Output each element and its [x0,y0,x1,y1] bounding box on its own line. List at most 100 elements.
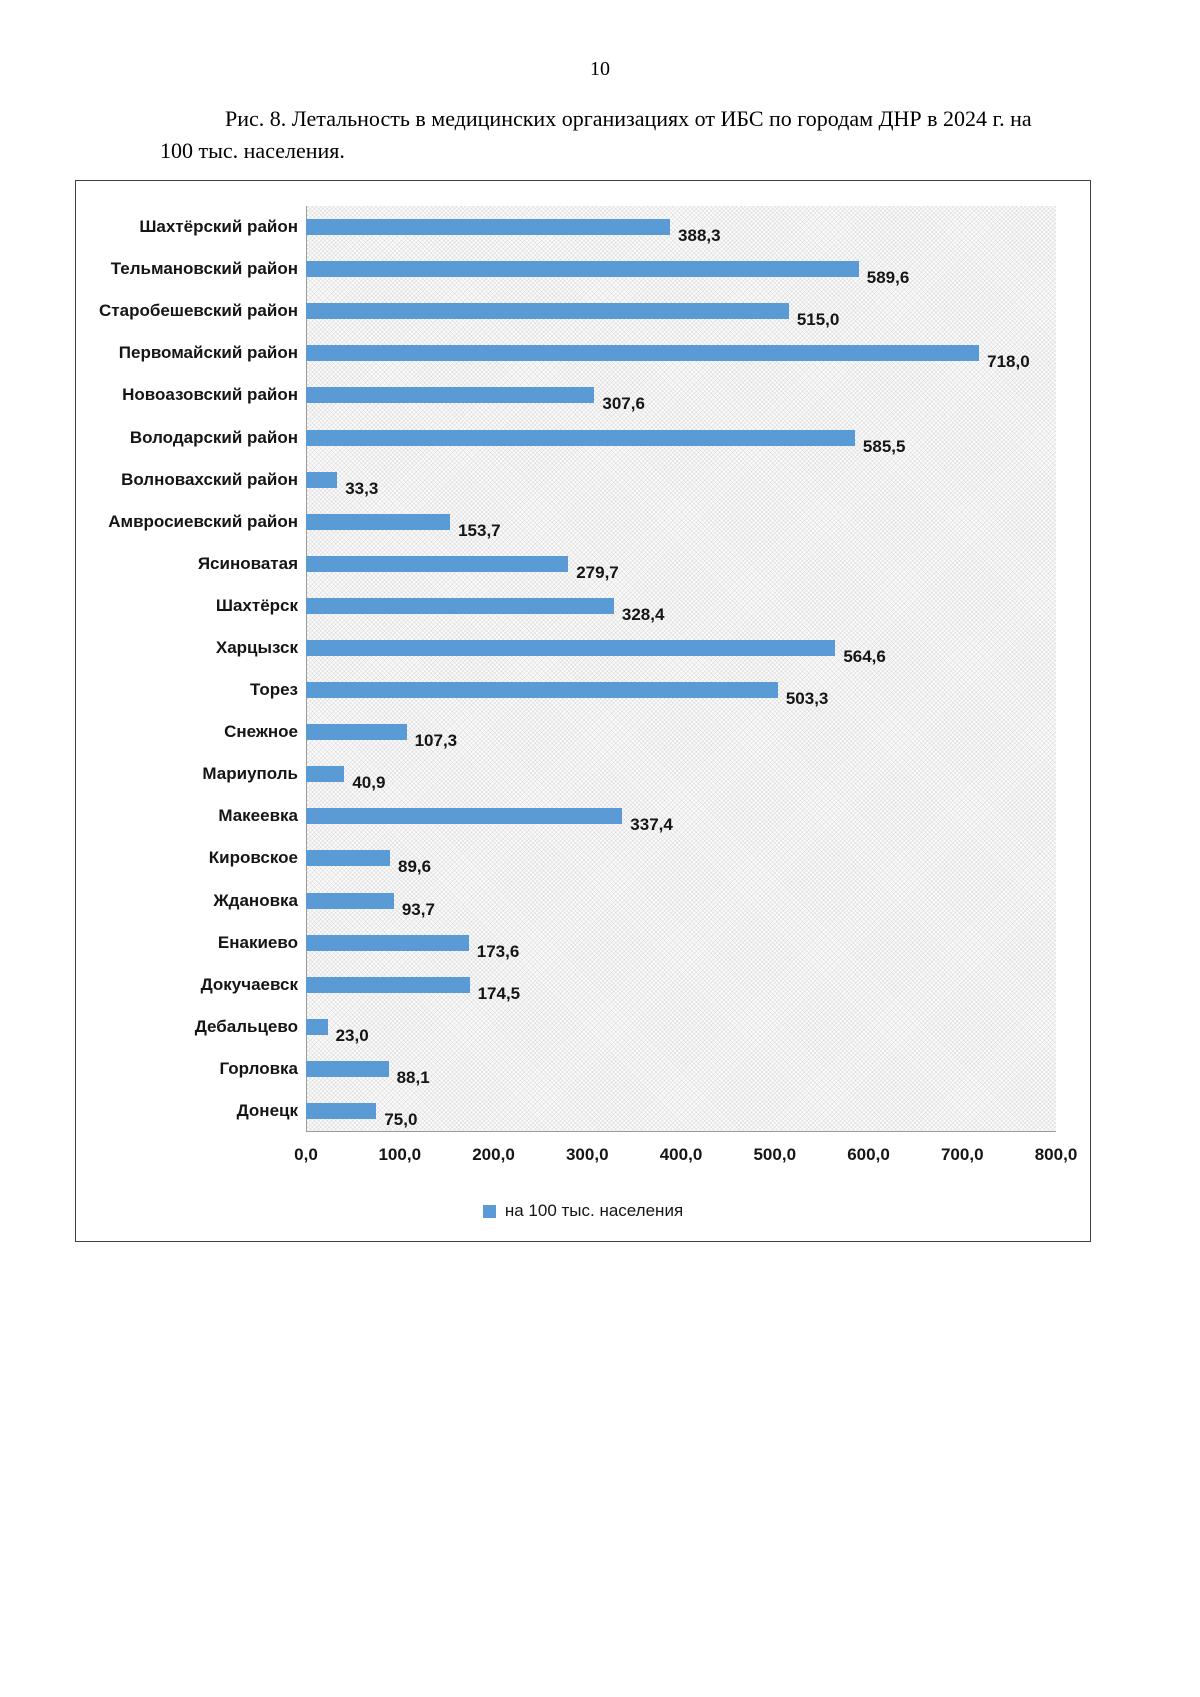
page-number: 10 [590,58,610,80]
bar [306,597,614,614]
category-label: Докучаевск [200,974,298,994]
bar-rows-container: Шахтёрский район 388,3 Тельмановский район… [76,206,1056,1132]
x-axis-tick-label: 500,0 [753,1145,797,1164]
bar-row: Ждановка 93,7 [76,880,1056,922]
value-label: 89,6 [398,857,432,877]
bar [306,639,836,656]
bar [306,555,569,572]
bar-track: 174,5 [306,964,1056,1006]
bar-track: 515,0 [306,290,1056,332]
category-label: Енакиево [217,932,298,952]
bar-track: 328,4 [306,585,1056,627]
legend: на 100 тыс. населения [76,1201,1090,1221]
bar [306,387,595,404]
x-axis-tick-label: 800,0 [1034,1145,1078,1164]
category-label: Первомайский район [118,343,298,363]
bar-row: Володарский район 585,5 [76,416,1056,458]
category-label: Донецк [236,1101,298,1121]
category-label: Володарский район [129,427,298,447]
x-axis-tick-label: 0,0 [294,1145,318,1164]
value-label: 174,5 [477,983,521,1003]
category-label: Новоазовский район [122,385,298,405]
value-label: 503,3 [785,689,829,709]
bar-track: 107,3 [306,711,1056,753]
x-axis-tick-label: 400,0 [659,1145,703,1164]
bar-track: 337,4 [306,795,1056,837]
bar-track: 40,9 [306,753,1056,795]
bar [306,1103,377,1120]
bar-row: Мариуполь 40,9 [76,753,1056,795]
bar-row: Кировское 89,6 [76,837,1056,879]
bar-row: Дебальцево 23,0 [76,1006,1056,1048]
bar-track: 279,7 [306,543,1056,585]
x-axis-tick-label: 200,0 [472,1145,515,1164]
bar [306,513,451,530]
value-label: 107,3 [414,731,458,751]
bar-track: 89,6 [306,837,1056,879]
bar [306,682,778,699]
bar [306,766,345,783]
x-axis-tick-label: 700,0 [940,1145,984,1164]
legend-label: на 100 тыс. населения [504,1201,684,1220]
value-label: 388,3 [678,226,721,246]
bar [306,892,394,909]
bar-row: Амвросиевский район 153,7 [76,501,1056,543]
bar [306,934,469,951]
bar-row: Торез 503,3 [76,669,1056,711]
legend-color-swatch [482,1204,496,1218]
bar-track: 503,3 [306,669,1056,711]
bar-row: Первомайский район 718,0 [76,332,1056,374]
x-axis: 0,0 100,0 200,0 300,0 400,0 500,0 600,0 700,0 80… [294,1137,1077,1171]
bar-track: 718,0 [306,332,1056,374]
bar-row: Докучаевск 174,5 [76,964,1056,1006]
category-label: Волновахский район [121,469,298,489]
bar [306,976,470,993]
x-axis-tick-label: 600,0 [847,1145,890,1164]
bar-track: 88,1 [306,1048,1056,1090]
bar-track: 173,6 [306,922,1056,964]
bar-track: 388,3 [306,206,1056,248]
value-label: 279,7 [576,562,619,582]
bar-row: Шахтёрский район 388,3 [76,206,1056,248]
x-axis-tick-label: 100,0 [378,1145,422,1164]
bar [306,1018,328,1035]
category-label: Горловка [219,1058,298,1078]
bar-row: Донецк 75,0 [76,1090,1056,1132]
bar-track: 33,3 [306,459,1056,501]
value-label: 337,4 [630,815,673,835]
value-label: 564,6 [843,646,886,666]
bar-track: 153,7 [306,501,1056,543]
value-label: 589,6 [866,268,910,288]
bar-row: Енакиево 173,6 [76,922,1056,964]
bar-row: Ясиноватая 279,7 [76,543,1056,585]
category-label: Тельмановский район [110,259,298,279]
bar-track: 589,6 [306,248,1056,290]
category-label: Кировское [208,848,298,868]
category-label: Харцызск [215,637,298,657]
bar [306,850,390,867]
bar [306,471,338,488]
value-label: 307,6 [602,394,645,414]
figure-caption: Рис. 8. Летальность в медицинских органи… [160,106,1032,163]
value-label: 153,7 [458,520,501,540]
bar-track: 307,6 [306,374,1056,416]
value-label: 75,0 [384,1110,418,1130]
chart-figure: Шахтёрский район 388,3 Тельмановский район… [75,180,1091,1242]
value-label: 585,5 [862,436,906,456]
bar-row: Тельмановский район 589,6 [76,248,1056,290]
bar-track: 564,6 [306,627,1056,669]
bar-track: 585,5 [306,416,1056,458]
bar [306,808,623,825]
category-label: Ясиноватая [197,553,298,573]
bar-row: Горловка 88,1 [76,1048,1056,1090]
bar-track: 23,0 [306,1006,1056,1048]
value-label: 718,0 [987,352,1030,372]
category-label: Шахтёрский район [139,217,298,237]
bar [306,1060,389,1077]
value-label: 173,6 [476,941,520,961]
category-label: Дебальцево [194,1016,298,1036]
bar-row: Старобешевский район 515,0 [76,290,1056,332]
category-label: Старобешевский район [99,301,298,321]
bar [306,724,407,741]
